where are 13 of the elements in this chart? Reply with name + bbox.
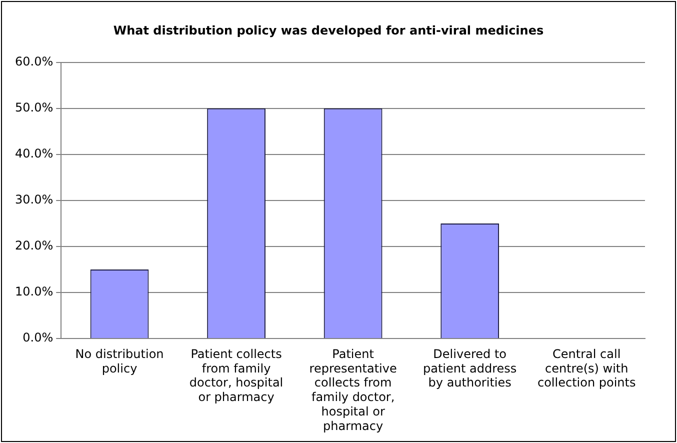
x-tick-label: Patient representative collects from family doctor, hospital or pharmacy [309, 346, 397, 433]
x-tick-label: Delivered to patient address by authorities [423, 346, 517, 390]
x-tick-label: Patient collects from family doctor, hospital or pharmacy [189, 346, 284, 404]
y-tick-label: 60.0% [14, 54, 54, 69]
y-tick-label: 10.0% [14, 284, 54, 299]
x-tick-label: No distribution policy [75, 346, 164, 376]
x-tick-label: Central call centre(s) with collection points [537, 346, 636, 390]
y-tick-label: 0.0% [22, 330, 54, 345]
y-tick-label: 20.0% [14, 238, 54, 253]
y-tick-label: 30.0% [14, 192, 54, 207]
y-tick-label: 40.0% [14, 146, 54, 161]
y-tick-label: 50.0% [14, 100, 54, 115]
chart-title: What distribution policy was developed for anti-viral medicines [113, 23, 544, 38]
